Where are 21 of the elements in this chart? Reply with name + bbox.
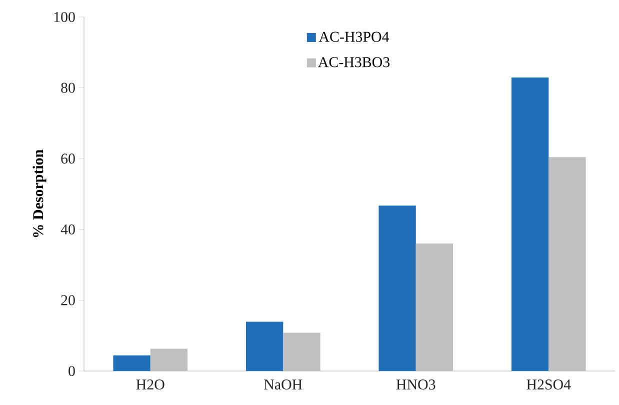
y-tick-label: 0 xyxy=(68,366,75,376)
x-tick-label: HNO3 xyxy=(396,380,436,390)
y-tick-label: 20 xyxy=(61,295,75,306)
y-tick-label: 60 xyxy=(61,154,75,164)
x-tick-label: H2O xyxy=(136,380,164,390)
y-tick-label: 80 xyxy=(61,82,75,93)
bar xyxy=(246,322,284,371)
legend-label: AC-H3PO4 xyxy=(318,32,390,42)
bar xyxy=(416,244,454,371)
y-tick-label: 40 xyxy=(60,224,75,234)
bar xyxy=(378,206,416,371)
y-tick-label: 100 xyxy=(54,12,75,22)
legend-label: AC-H3BO3 xyxy=(318,57,390,68)
x-tick-label: H2SO4 xyxy=(526,380,571,390)
bar xyxy=(150,348,188,371)
bar xyxy=(113,355,150,371)
bar xyxy=(511,78,549,371)
y-axis-title: % Desorption xyxy=(32,150,46,238)
x-tick-label: NaOH xyxy=(264,380,302,390)
bar xyxy=(548,157,586,371)
bar xyxy=(283,332,320,371)
